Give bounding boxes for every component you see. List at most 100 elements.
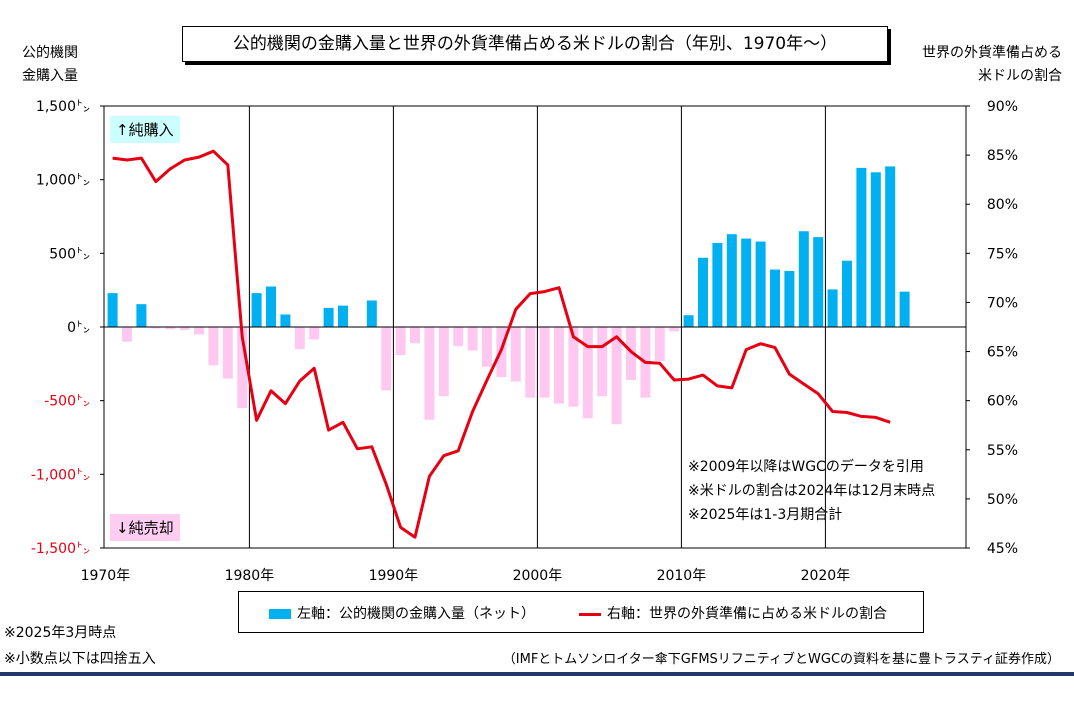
bar-2010 bbox=[683, 315, 694, 327]
right-tick-label: 75% bbox=[987, 246, 1018, 262]
bar-1988 bbox=[366, 300, 377, 327]
bar-1978 bbox=[222, 327, 233, 379]
bar-1980 bbox=[251, 293, 262, 327]
bar-2023 bbox=[870, 172, 881, 327]
left-tick-label: -1,000㌧ bbox=[31, 467, 90, 483]
net-sell-label: ↓純売却 bbox=[110, 514, 180, 541]
bar-1976 bbox=[194, 327, 204, 335]
bar-1972 bbox=[136, 304, 147, 327]
bar-1973 bbox=[150, 327, 161, 329]
bar-2004 bbox=[597, 327, 608, 397]
right-axis-label-line1: 世界の外貨準備占める bbox=[922, 45, 1062, 61]
left-tick-label: 0㌧ bbox=[67, 320, 90, 336]
note-usd-share: ※米ドルの割合は2024年は12月末時点 bbox=[688, 483, 936, 499]
bar-2012 bbox=[712, 243, 723, 327]
bar-2009 bbox=[669, 327, 680, 332]
right-tick-label: 60% bbox=[987, 394, 1018, 410]
bar-1991 bbox=[410, 327, 420, 344]
bar-2011 bbox=[698, 257, 708, 327]
bar-2025 bbox=[899, 291, 910, 327]
left-tick-label: 1,500㌧ bbox=[36, 99, 90, 115]
bar-1981 bbox=[266, 286, 276, 327]
x-tick-label: 2000年 bbox=[513, 568, 563, 584]
right-axis-label: 世界の外貨準備占める 米ドルの割合 bbox=[922, 44, 1062, 86]
bar-1983 bbox=[294, 327, 305, 350]
bar-1989 bbox=[381, 327, 392, 391]
bar-2015 bbox=[755, 241, 766, 327]
usd-share-line bbox=[112, 149, 891, 539]
bar-2000 bbox=[539, 327, 550, 398]
bar-1982 bbox=[280, 314, 291, 327]
right-axis-label-line2: 米ドルの割合 bbox=[978, 68, 1062, 84]
bar-2019 bbox=[813, 237, 824, 327]
bar-1995 bbox=[467, 327, 478, 351]
left-tick-label: -500㌧ bbox=[44, 394, 90, 410]
bar-1970 bbox=[107, 293, 118, 327]
x-tick-label: 1970年 bbox=[81, 568, 131, 584]
right-tick-label: 65% bbox=[987, 345, 1018, 361]
notes: ※2009年以降はWGCのデータを引用 ※米ドルの割合は2024年は12月末時点… bbox=[688, 455, 935, 527]
bar-2014 bbox=[741, 238, 752, 327]
x-tick-label: 1980年 bbox=[225, 568, 275, 584]
bar-1998 bbox=[510, 327, 521, 382]
footnote-date: ※2025年3月時点 bbox=[4, 625, 117, 641]
bar-1992 bbox=[424, 327, 435, 420]
note-2025: ※2025年は1-3月期合計 bbox=[688, 507, 843, 523]
bottom-rule bbox=[0, 672, 1074, 676]
bar-1975 bbox=[179, 327, 190, 330]
bar-2002 bbox=[568, 327, 579, 407]
bar-1977 bbox=[208, 327, 219, 366]
left-tick-label: 1,000㌧ bbox=[36, 173, 90, 189]
left-tick-label: -1,500㌧ bbox=[31, 541, 90, 557]
bar-2005 bbox=[611, 327, 622, 425]
bar-2017 bbox=[784, 271, 795, 327]
bar-2022 bbox=[856, 167, 867, 327]
bar-1996 bbox=[482, 327, 492, 367]
right-tick-label: 90% bbox=[987, 99, 1018, 115]
right-tick-label: 70% bbox=[987, 295, 1018, 311]
left-axis-label-line2: 金購入量 bbox=[22, 68, 78, 84]
footnote-rounding: ※小数点以下は四捨五入 bbox=[4, 651, 156, 667]
right-tick-label: 45% bbox=[987, 541, 1018, 557]
legend-bar-swatch bbox=[269, 609, 291, 619]
left-tick-label: 500㌧ bbox=[49, 246, 90, 262]
bar-1999 bbox=[525, 327, 536, 398]
bar-1986 bbox=[338, 305, 348, 327]
x-tick-label: 1990年 bbox=[369, 568, 419, 584]
bar-2016 bbox=[770, 269, 780, 327]
bar-2008 bbox=[654, 327, 665, 361]
source-note: （IMFとトムソンロイター傘下GFMSリフニティブとWGCの資料を基に豊トラステ… bbox=[502, 652, 1060, 667]
bar-1985 bbox=[323, 307, 334, 327]
bar-1979 bbox=[237, 327, 248, 409]
right-tick-label: 50% bbox=[987, 492, 1018, 508]
bar-1993 bbox=[438, 327, 449, 397]
chart-title: 公的機関の金購入量と世界の外貨準備占める米ドルの割合（年別、1970年～） bbox=[182, 26, 888, 62]
right-tick-label: 85% bbox=[987, 148, 1018, 164]
bar-1990 bbox=[395, 327, 406, 355]
legend-item-gold-purchases: 左軸：公的機関の金購入量（ネット） bbox=[269, 603, 535, 623]
bar-1994 bbox=[453, 327, 464, 347]
bar-2013 bbox=[726, 234, 737, 327]
legend-item-usd-share: 右軸：世界の外貨準備に占める米ドルの割合 bbox=[579, 603, 887, 623]
bar-2020 bbox=[827, 289, 838, 327]
bar-2003 bbox=[582, 327, 593, 419]
left-axis-label-line1: 公的機関 bbox=[22, 45, 78, 61]
bar-1974 bbox=[165, 327, 176, 330]
bar-2024 bbox=[885, 166, 896, 327]
x-tick-label: 2010年 bbox=[657, 568, 707, 584]
bar-1971 bbox=[122, 327, 132, 342]
legend: 左軸：公的機関の金購入量（ネット） 右軸：世界の外貨準備に占める米ドルの割合 bbox=[238, 591, 924, 633]
net-buy-label: ↑純購入 bbox=[110, 116, 180, 143]
left-axis-label: 公的機関 金購入量 bbox=[22, 44, 78, 86]
right-tick-label: 80% bbox=[987, 197, 1018, 213]
right-tick-label: 55% bbox=[987, 443, 1018, 459]
bar-2001 bbox=[554, 327, 564, 404]
bar-2021 bbox=[842, 260, 852, 327]
bar-2006 bbox=[626, 327, 636, 381]
legend-line-swatch bbox=[579, 612, 601, 616]
legend-label-gold-purchases: 左軸：公的機関の金購入量（ネット） bbox=[297, 606, 535, 622]
bar-1984 bbox=[309, 327, 320, 340]
x-tick-label: 2020年 bbox=[801, 568, 851, 584]
note-wgc: ※2009年以降はWGCのデータを引用 bbox=[688, 459, 924, 475]
